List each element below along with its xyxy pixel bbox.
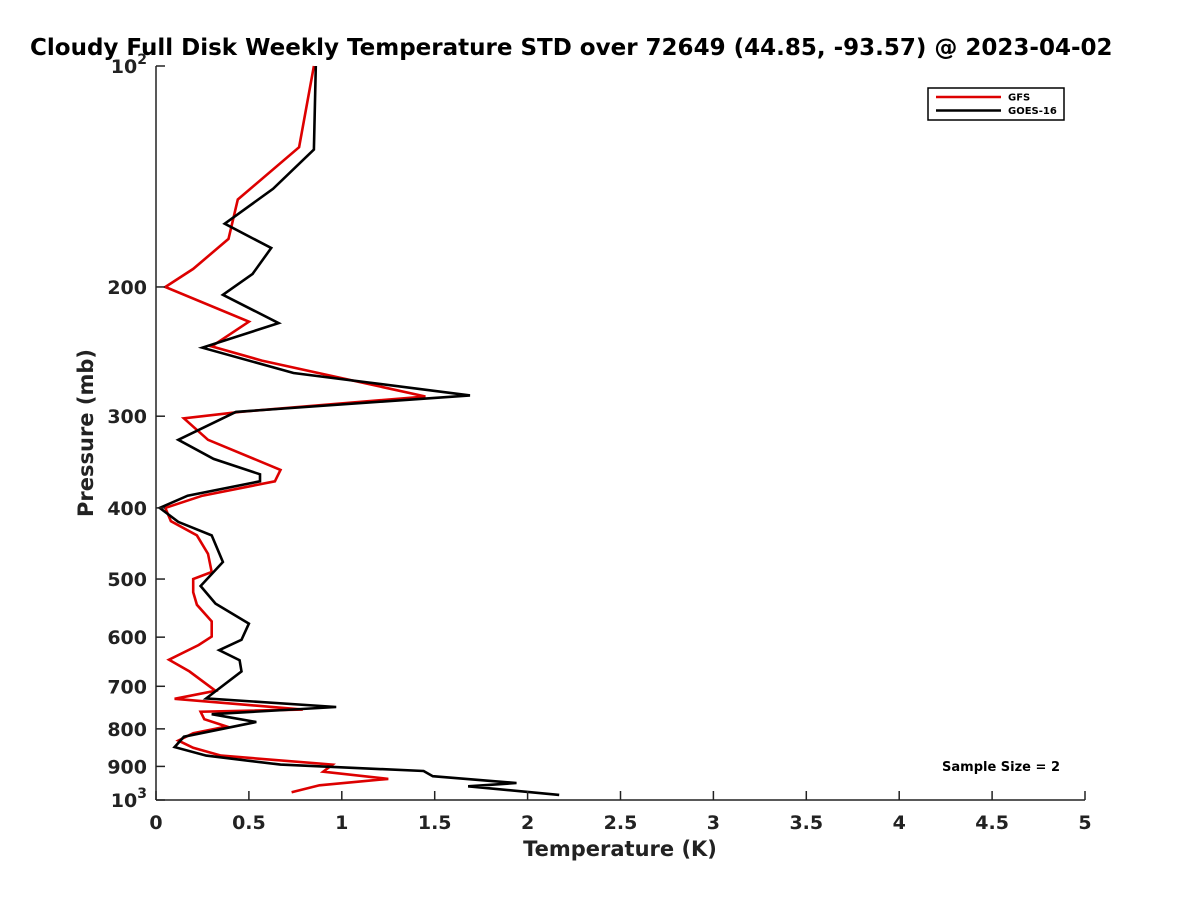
sample-size-annotation: Sample Size = 2 — [942, 760, 1060, 775]
x-tick-label: 4.5 — [975, 812, 1009, 834]
y-axis-label: Pressure (mb) — [74, 349, 98, 517]
y-tick-label: 300 — [107, 406, 147, 428]
x-tick-label: 0.5 — [232, 812, 266, 834]
x-tick-label: 5 — [1078, 812, 1091, 834]
y-tick-label: 103 — [111, 786, 147, 812]
x-tick-label: 4 — [893, 812, 906, 834]
y-tick-label: 500 — [107, 569, 147, 591]
legend-box — [927, 87, 1065, 121]
series-line-gfs — [162, 65, 426, 794]
y-tick-label: 200 — [107, 277, 147, 299]
y-tick-label: 102 — [111, 52, 147, 78]
x-tick-label: 3 — [707, 812, 720, 834]
x-tick-label: 1 — [335, 812, 348, 834]
y-tick-label: 700 — [107, 676, 147, 698]
x-tick-label: 2.5 — [604, 812, 638, 834]
legend-label: GOES-16 — [1008, 106, 1057, 117]
y-tick-label: 600 — [107, 627, 147, 649]
y-tick-label: 800 — [107, 719, 147, 741]
x-axis-label: Temperature (K) — [523, 837, 717, 861]
x-tick-label: 1.5 — [418, 812, 452, 834]
series-line-goes-16 — [157, 65, 560, 797]
x-tick-label: 3.5 — [789, 812, 823, 834]
legend-label: GFS — [1008, 93, 1030, 104]
legend: GFS GOES-16 — [927, 87, 1065, 121]
x-tick-label: 2 — [521, 812, 534, 834]
chart-title: Cloudy Full Disk Weekly Temperature STD … — [30, 35, 1113, 61]
y-tick-label: 400 — [107, 498, 147, 520]
x-tick-label: 0 — [149, 812, 162, 834]
y-tick-label: 900 — [107, 756, 147, 778]
